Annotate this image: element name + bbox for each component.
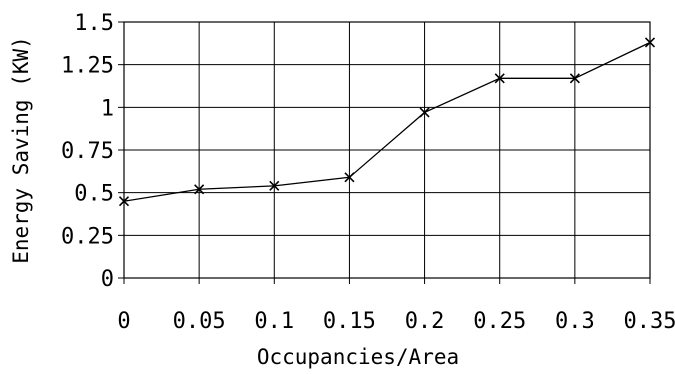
y-tick-label: 1.5 <box>74 11 114 36</box>
marker-stroke <box>494 73 505 84</box>
marker-stroke <box>344 172 355 183</box>
series-line <box>123 41 651 202</box>
marker-stroke <box>644 37 656 48</box>
x-tick-label: 0.15 <box>323 309 376 334</box>
y-tick-label: 1 <box>101 96 114 121</box>
marker-stroke <box>118 196 130 207</box>
marker-stroke <box>194 184 205 195</box>
marker-stroke <box>269 180 280 191</box>
marker-stroke <box>419 107 430 118</box>
data-point-marker <box>419 107 430 118</box>
data-point-marker <box>494 73 505 84</box>
x-tick-label: 0.3 <box>555 309 595 334</box>
data-point-marker <box>194 184 205 195</box>
markers <box>118 37 656 207</box>
data-point-marker <box>569 73 580 84</box>
plot-frame <box>123 21 651 279</box>
y-tick-label: 0 <box>101 267 114 292</box>
data-point-marker <box>269 180 280 191</box>
y-tick-label: 0.25 <box>61 224 114 249</box>
marker-stroke <box>569 73 580 84</box>
data-point-marker <box>344 172 355 183</box>
y-tick-label: 0.75 <box>61 139 114 164</box>
y-tick-label: 1.25 <box>61 54 114 79</box>
x-tick-label: 0.35 <box>624 309 675 334</box>
x-tick-label: 0.2 <box>405 309 445 334</box>
y-axis-title: Energy Saving (KW) <box>9 36 33 264</box>
series <box>123 41 651 202</box>
data-point-marker <box>118 196 130 207</box>
x-tick-label: 0 <box>117 309 130 334</box>
y-tick-label: 0.5 <box>74 182 114 207</box>
grid <box>123 21 651 279</box>
tick-labels: 0 0.25 0.5 0.75 1 1.25 1.5 0 0.05 0.1 0.15 0.2 0.25 0… <box>61 11 675 334</box>
axes <box>118 21 651 284</box>
x-tick-label: 0.1 <box>254 309 294 334</box>
x-axis-title: Occupancies/Area <box>257 345 459 369</box>
x-tick-label: 0.25 <box>473 309 526 334</box>
data-point-marker <box>644 37 656 48</box>
x-tick-label: 0.05 <box>173 309 226 334</box>
